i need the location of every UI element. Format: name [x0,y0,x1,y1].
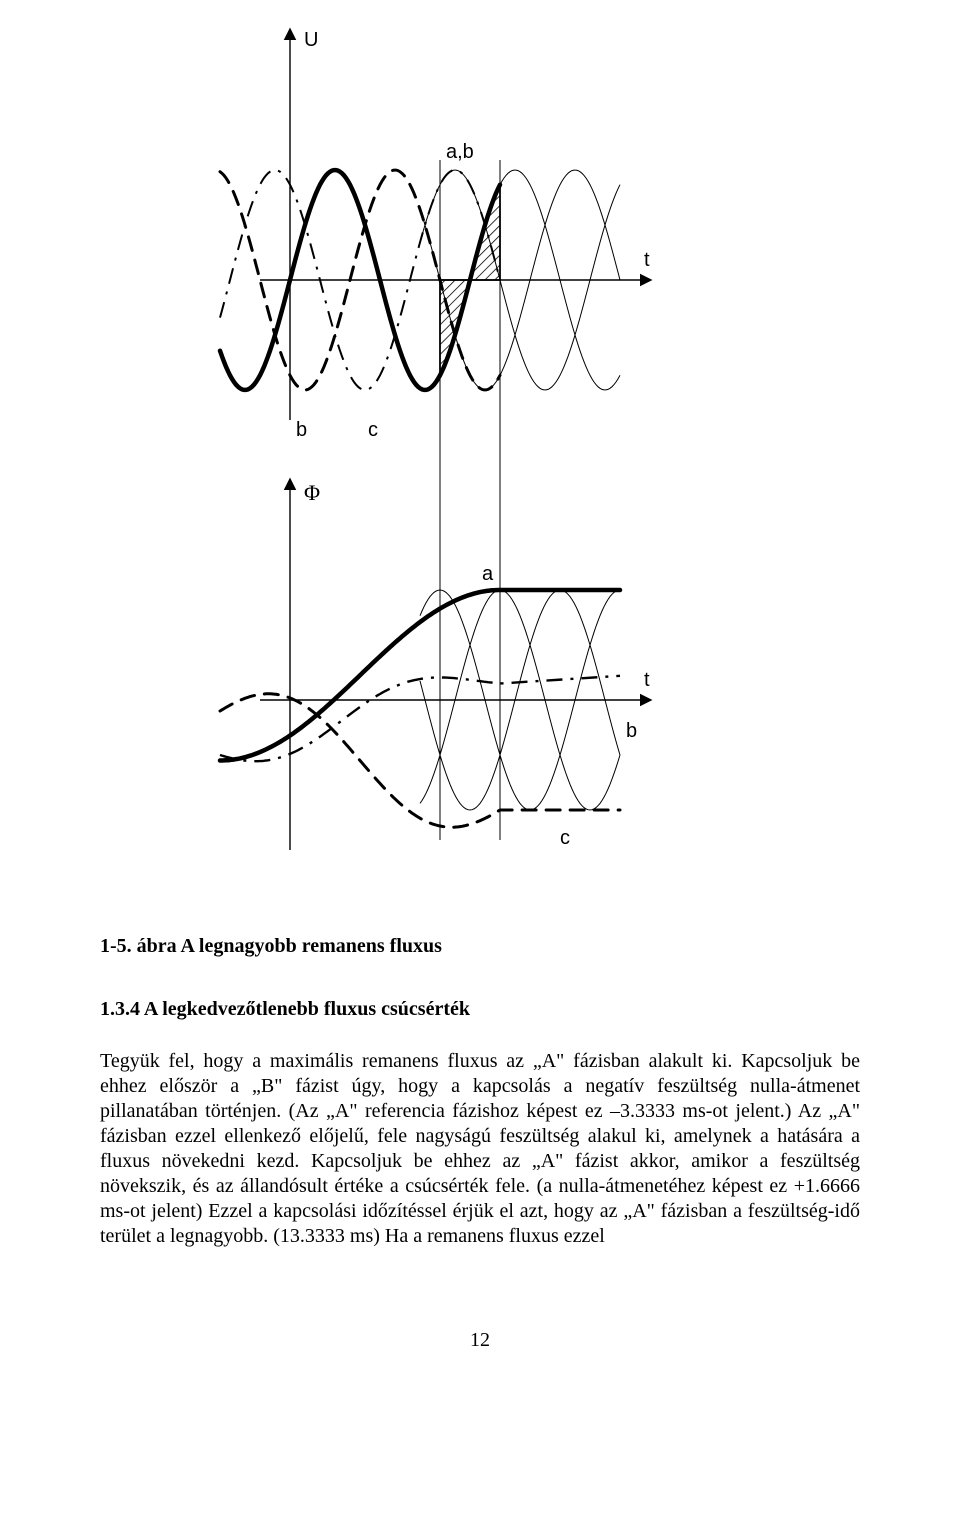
svg-text:Φ: Φ [304,480,320,505]
figure-caption: 1-5. ábra A legnagyobb remanens fluxus [100,935,860,958]
section-heading: 1.3.4 A legkedvezőtlenebb fluxus csúcsér… [100,998,860,1021]
body-paragraph: Tegyük fel, hogy a maximális remanens fl… [100,1049,860,1249]
svg-text:t: t [644,669,650,691]
svg-text:c: c [368,419,378,441]
svg-text:c: c [560,827,570,849]
page-number: 12 [100,1329,860,1352]
svg-text:t: t [644,249,650,271]
svg-text:b: b [296,419,307,441]
figure-1-5: Ut a,b b c Φt a b c [180,20,680,905]
svg-text:a: a [482,563,494,585]
svg-text:U: U [304,29,318,51]
svg-text:a,b: a,b [446,141,474,163]
figure-svg: Ut a,b b c Φt a b c [180,20,680,900]
svg-text:b: b [626,720,637,742]
